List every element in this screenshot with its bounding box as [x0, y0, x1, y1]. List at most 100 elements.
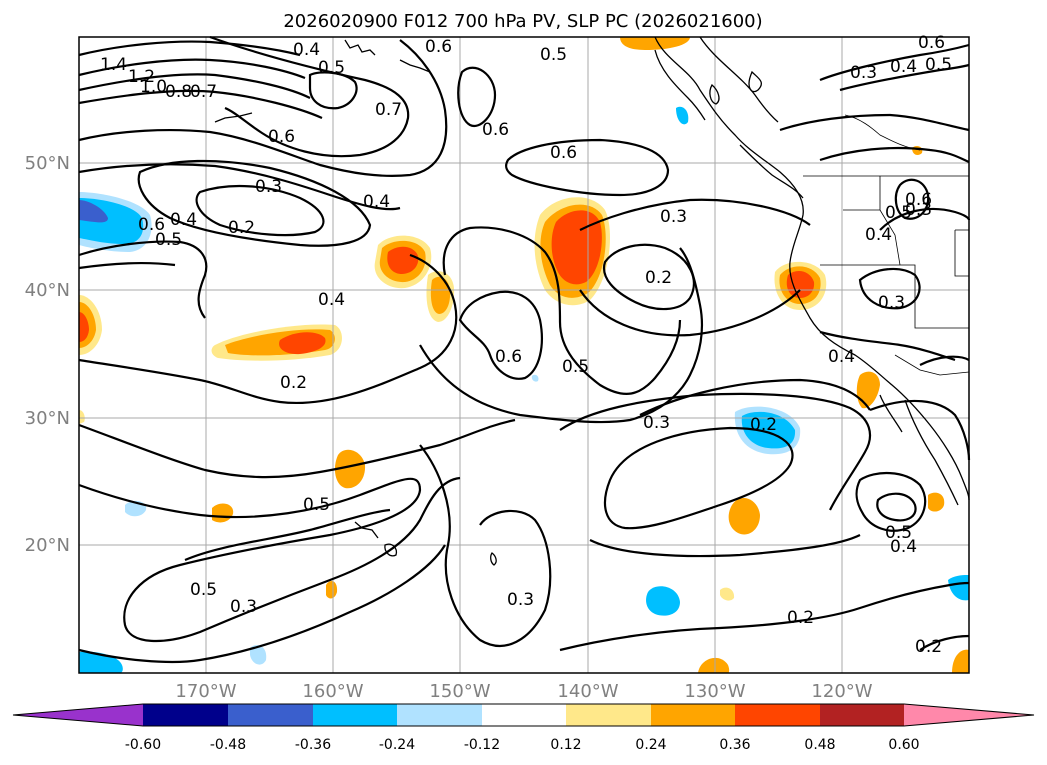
- contour-label: 0.6: [918, 33, 945, 53]
- contour-label: 0.7: [375, 100, 402, 120]
- colorbar-swatch: [397, 704, 482, 726]
- contour-label: 0.5: [318, 58, 345, 78]
- colorbar-swatch: [820, 704, 904, 726]
- pv-blob-d: [620, 37, 690, 50]
- pv-blob-162w-core: [279, 332, 326, 355]
- lat-label: 20°N: [25, 535, 70, 556]
- contour-label: 0.5: [885, 203, 912, 223]
- contour-label: 0.2: [645, 268, 672, 288]
- contour-label: 0.5: [303, 495, 330, 515]
- colorbar-swatch: [566, 704, 651, 726]
- contour-label: 0.3: [878, 293, 905, 313]
- contour-label: 0.2: [750, 415, 777, 435]
- contour-label: 0.3: [643, 413, 670, 433]
- map-frame: [78, 36, 970, 674]
- pv-blob-i: [326, 580, 338, 599]
- contour-label: 0.6: [482, 120, 509, 140]
- pv-blob-g: [698, 657, 730, 673]
- colorbar-swatch: [735, 704, 820, 726]
- colorbar-tick: -0.12: [464, 737, 500, 753]
- colorbar-swatch: [651, 704, 735, 726]
- colorbar-swatch: [143, 704, 228, 726]
- coastlines: [214, 36, 970, 566]
- contour-label: 0.3: [255, 177, 282, 197]
- colorbar-swatch: [313, 704, 397, 726]
- contour-label: 0.4: [363, 192, 390, 212]
- contour-label: 0.6: [905, 190, 932, 210]
- contour-label: 0.2: [228, 218, 255, 238]
- lat-label: 40°N: [25, 280, 70, 301]
- contour-label: 0.2: [787, 608, 814, 628]
- colorbar-tick: -0.48: [210, 737, 246, 753]
- contour-label: 0.4: [890, 537, 917, 557]
- pv-blob-k: [79, 410, 85, 424]
- contour-label: 0.3: [507, 590, 534, 610]
- colorbar-tick: 0.36: [719, 737, 750, 753]
- pv-blob-125w-core: [786, 270, 815, 298]
- colorbar-tick: 0.48: [804, 737, 835, 753]
- pv-blob-a: [334, 449, 366, 489]
- pv-neg-c: [948, 574, 969, 601]
- pv-blob-left-pos-core: [79, 312, 89, 342]
- contour-labels: 1.4 1.2 1.0 0.8 0.7 0.5 0.6 0.4 0.7 0.6 …: [100, 33, 952, 657]
- pv-neg-a: [646, 586, 680, 616]
- contour-label: 0.5: [155, 230, 182, 250]
- colorbar-extend-max: [904, 704, 1034, 726]
- lon-label: 160°W: [302, 681, 363, 702]
- contour-label: 0.4: [865, 225, 892, 245]
- colorbar-outline: [12, 703, 1035, 727]
- contour-label: 0.4: [828, 347, 855, 367]
- lon-label: 130°W: [684, 681, 745, 702]
- contour-label: 0.6: [550, 143, 577, 163]
- pv-blob-152w-mid: [430, 276, 451, 314]
- contour-label: 0.4: [293, 40, 320, 60]
- contour-label: 1.4: [100, 55, 127, 75]
- latitude-labels: 50°N 40°N 30°N 20°N: [25, 153, 70, 556]
- contour-label: 0.8: [165, 82, 192, 102]
- colorbar-tick: -0.24: [379, 737, 415, 753]
- lat-label: 50°N: [25, 153, 70, 174]
- colorbar-ticks: -0.60 -0.48 -0.36 -0.24 -0.12 0.12 0.24 …: [125, 737, 920, 753]
- chart-title: 2026020900 F012 700 hPa PV, SLP PC (2026…: [283, 11, 762, 32]
- contour-label: 0.3: [905, 200, 932, 220]
- pv-blob-155w-core: [387, 246, 419, 274]
- contour-label: 1.0: [140, 77, 167, 97]
- colorbar-tick: 0.12: [550, 737, 581, 753]
- political-borders: [803, 114, 970, 376]
- colorbar-tick: -0.36: [295, 737, 331, 753]
- colorbar: -0.60 -0.48 -0.36 -0.24 -0.12 0.12 0.24 …: [12, 703, 1035, 753]
- lon-label: 120°W: [811, 681, 872, 702]
- contour-label: 0.5: [562, 357, 589, 377]
- contour-label: 0.2: [280, 373, 307, 393]
- contour-label: 0.5: [925, 55, 952, 75]
- contour-label: 0.5: [885, 523, 912, 543]
- colorbar-tick: -0.60: [125, 737, 161, 753]
- pv-neg-g: [531, 374, 539, 382]
- contour-label: 0.4: [170, 210, 197, 230]
- contour-label: 0.3: [850, 63, 877, 83]
- map-panel: 1.4 1.2 1.0 0.8 0.7 0.5 0.6 0.4 0.7 0.6 …: [78, 33, 971, 674]
- colorbar-tick: 0.24: [635, 737, 666, 753]
- pv-blob-h: [952, 649, 969, 673]
- contour-label: 0.6: [138, 215, 165, 235]
- lon-label: 140°W: [557, 681, 618, 702]
- pv-blob-b: [728, 497, 760, 535]
- contour-label: 0.6: [268, 127, 295, 147]
- contour-label: 0.5: [540, 45, 567, 65]
- contour-label: 0.3: [230, 597, 257, 617]
- contour-label: 1.2: [128, 67, 155, 87]
- pv-blob-c: [856, 371, 880, 409]
- colorbar-swatch: [228, 704, 313, 726]
- contour-label: 0.7: [190, 82, 217, 102]
- pv-neg-d: [676, 106, 689, 125]
- lat-label: 30°N: [25, 408, 70, 429]
- contour-label: 0.6: [425, 37, 452, 57]
- colorbar-tick: 0.60: [888, 737, 919, 753]
- pv-blob-f: [928, 492, 945, 512]
- colorbar-swatch: [482, 704, 566, 726]
- contour-label: 0.6: [495, 347, 522, 367]
- contour-label: 0.2: [915, 637, 942, 657]
- slp-contours: [78, 35, 971, 664]
- pv-blob-j: [720, 587, 735, 601]
